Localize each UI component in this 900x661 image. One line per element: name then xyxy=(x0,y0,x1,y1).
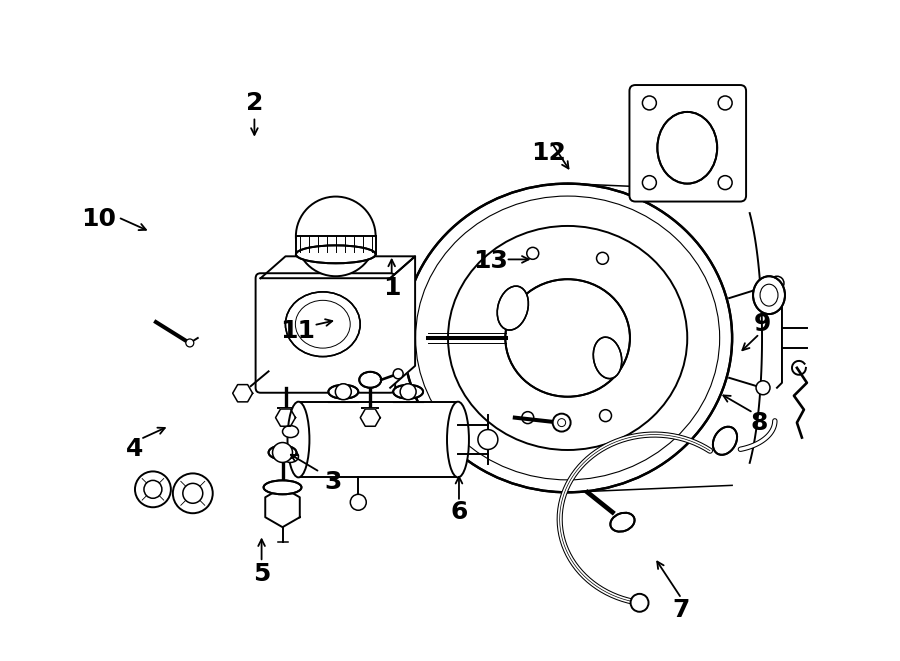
Ellipse shape xyxy=(393,385,423,399)
Ellipse shape xyxy=(403,184,732,492)
Circle shape xyxy=(643,176,656,190)
Polygon shape xyxy=(391,256,415,388)
Text: 4: 4 xyxy=(125,437,143,461)
Ellipse shape xyxy=(497,286,528,330)
FancyBboxPatch shape xyxy=(629,85,746,202)
Polygon shape xyxy=(266,487,300,527)
Text: 12: 12 xyxy=(531,141,566,165)
Text: 2: 2 xyxy=(246,91,263,116)
Ellipse shape xyxy=(285,292,360,356)
Circle shape xyxy=(631,594,649,612)
Circle shape xyxy=(643,96,656,110)
Ellipse shape xyxy=(296,245,375,263)
Circle shape xyxy=(135,471,171,507)
Ellipse shape xyxy=(593,337,622,379)
Circle shape xyxy=(718,176,732,190)
Circle shape xyxy=(718,96,732,110)
Circle shape xyxy=(770,276,784,290)
Circle shape xyxy=(553,414,571,432)
Text: 1: 1 xyxy=(382,276,400,299)
Circle shape xyxy=(599,410,611,422)
Circle shape xyxy=(336,384,351,400)
Text: 11: 11 xyxy=(280,319,315,342)
Text: 3: 3 xyxy=(325,470,342,494)
Ellipse shape xyxy=(713,427,737,455)
Text: 9: 9 xyxy=(753,312,771,336)
Ellipse shape xyxy=(657,112,717,184)
FancyBboxPatch shape xyxy=(296,237,375,254)
Ellipse shape xyxy=(287,402,310,477)
Circle shape xyxy=(756,381,770,395)
Ellipse shape xyxy=(505,279,630,397)
Ellipse shape xyxy=(268,446,296,459)
Text: 13: 13 xyxy=(472,249,508,274)
Polygon shape xyxy=(233,385,253,402)
Circle shape xyxy=(400,384,416,400)
Circle shape xyxy=(522,412,534,424)
Ellipse shape xyxy=(264,481,302,494)
Circle shape xyxy=(597,253,608,264)
Circle shape xyxy=(273,442,292,463)
Circle shape xyxy=(185,339,193,347)
Circle shape xyxy=(478,430,498,449)
FancyBboxPatch shape xyxy=(256,273,395,393)
Circle shape xyxy=(296,196,375,276)
Ellipse shape xyxy=(283,451,299,463)
FancyBboxPatch shape xyxy=(299,402,458,477)
Text: 5: 5 xyxy=(253,562,270,586)
Text: 10: 10 xyxy=(81,207,116,231)
Ellipse shape xyxy=(359,372,382,388)
Circle shape xyxy=(350,494,366,510)
Text: 6: 6 xyxy=(450,500,468,524)
Text: 7: 7 xyxy=(673,598,690,622)
Text: 8: 8 xyxy=(751,410,769,435)
Polygon shape xyxy=(360,409,380,426)
Ellipse shape xyxy=(283,426,299,438)
Circle shape xyxy=(393,369,403,379)
Ellipse shape xyxy=(328,385,358,399)
Ellipse shape xyxy=(447,402,469,477)
Ellipse shape xyxy=(753,276,785,314)
Ellipse shape xyxy=(610,513,634,531)
Circle shape xyxy=(526,247,539,259)
Circle shape xyxy=(173,473,212,513)
Polygon shape xyxy=(275,409,295,426)
